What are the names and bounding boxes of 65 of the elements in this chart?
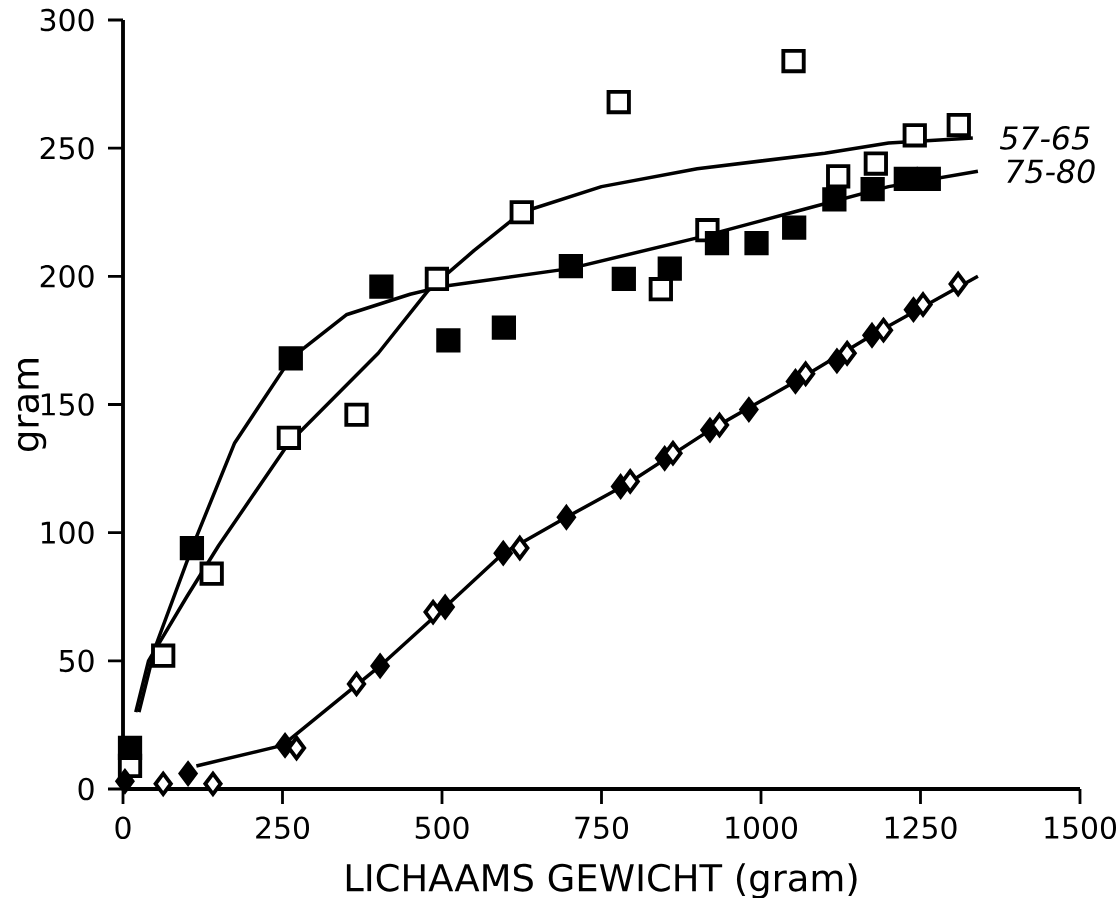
series-label: 75-80 bbox=[1007, 159, 1095, 184]
point bbox=[822, 187, 847, 212]
y-tick-label: 100 bbox=[41, 521, 94, 544]
point bbox=[278, 346, 303, 371]
point bbox=[370, 653, 390, 679]
point bbox=[606, 89, 631, 115]
point bbox=[493, 541, 513, 566]
point bbox=[276, 425, 302, 450]
point bbox=[704, 230, 730, 256]
point bbox=[115, 769, 135, 794]
y-tick-label: 0 bbox=[78, 777, 94, 801]
point bbox=[423, 599, 443, 625]
point bbox=[179, 535, 205, 561]
point bbox=[436, 328, 461, 353]
point bbox=[369, 274, 394, 299]
point bbox=[509, 200, 534, 225]
point bbox=[611, 266, 636, 292]
point bbox=[199, 561, 224, 586]
point bbox=[902, 123, 927, 148]
point bbox=[151, 643, 176, 668]
point bbox=[873, 318, 894, 343]
series-label: 57-65 bbox=[999, 125, 1090, 150]
y-tick-label: 250 bbox=[40, 136, 94, 160]
point bbox=[782, 215, 807, 240]
point bbox=[153, 771, 173, 796]
y-tick-label: 200 bbox=[40, 265, 94, 288]
point bbox=[286, 735, 307, 761]
point bbox=[203, 771, 223, 796]
point bbox=[837, 341, 857, 366]
x-tick-label: 250 bbox=[256, 816, 310, 840]
point bbox=[781, 48, 806, 74]
point bbox=[435, 594, 455, 620]
y-tick-label: 300 bbox=[40, 8, 94, 32]
x-tick-label: 750 bbox=[575, 816, 629, 840]
point bbox=[709, 412, 730, 438]
x-tick-label: 1500 bbox=[1045, 816, 1117, 840]
point bbox=[558, 253, 584, 279]
point bbox=[948, 271, 968, 297]
x-tick-label: 1000 bbox=[726, 816, 798, 840]
point bbox=[648, 277, 673, 302]
point bbox=[946, 112, 971, 138]
point bbox=[744, 230, 769, 256]
y-tick-label: 50 bbox=[59, 649, 94, 673]
point bbox=[178, 761, 198, 786]
point bbox=[491, 315, 517, 340]
point bbox=[860, 177, 885, 202]
point bbox=[893, 166, 918, 192]
point bbox=[117, 735, 143, 761]
point bbox=[657, 256, 682, 281]
point bbox=[796, 361, 816, 386]
point bbox=[346, 671, 367, 697]
point bbox=[510, 535, 530, 561]
x-tick-label: 1250 bbox=[885, 816, 957, 840]
x-axis-title: LICHAAMS GEWICHT (gram) bbox=[346, 863, 857, 898]
point bbox=[739, 397, 759, 422]
point bbox=[863, 151, 888, 176]
x-tick-label: 500 bbox=[415, 816, 469, 840]
point bbox=[916, 166, 941, 192]
point bbox=[620, 469, 640, 494]
point bbox=[913, 292, 933, 317]
point bbox=[826, 164, 851, 189]
x-tick-label: 0 bbox=[115, 816, 131, 840]
point bbox=[344, 402, 369, 427]
point bbox=[556, 505, 576, 530]
point bbox=[424, 266, 450, 292]
